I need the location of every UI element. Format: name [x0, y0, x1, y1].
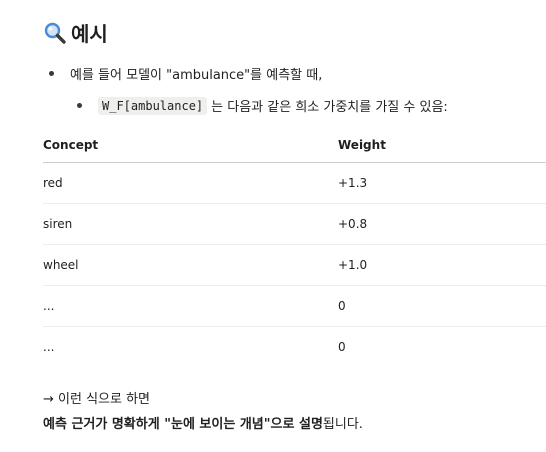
nested-list-item: W_F[ambulance] 는 다음과 같은 희소 가중치를 가질 수 있음:	[77, 96, 448, 115]
conclusion-emphasis: 예측 근거가 명확하게 "눈에 보이는 개념"으로 설명	[43, 417, 323, 432]
weight-cell: +1.3	[338, 162, 546, 204]
magnifying-glass-icon	[43, 21, 67, 45]
weight-cell: 0	[338, 340, 346, 354]
table-row: red +1.3	[43, 162, 546, 204]
table-row: ... 0	[43, 285, 546, 327]
bullet-dot	[49, 71, 54, 76]
table-row: wheel +1.0	[43, 244, 546, 286]
weight-cell: +1.0	[338, 244, 546, 286]
concept-weight-table: Concept Weight red +1.3 siren +0.8 wheel…	[43, 128, 546, 367]
concept-cell: red	[43, 162, 338, 204]
conclusion-line: 예측 근거가 명확하게 "눈에 보이는 개념"으로 설명됩니다.	[43, 413, 363, 432]
conclusion-tail: 됩니다.	[322, 417, 363, 432]
table-header-row: Concept Weight	[43, 128, 546, 163]
concept-cell: siren	[43, 203, 338, 245]
concept-cell: ...	[43, 340, 55, 354]
column-header-weight: Weight	[338, 128, 546, 163]
list-item: 예를 들어 모델이 "ambulance"를 예측할 때,	[49, 64, 322, 83]
table-row: ... 0	[43, 327, 546, 368]
table-row: siren +0.8	[43, 203, 546, 245]
concept-cell: ...	[43, 285, 338, 327]
bullet-dot	[77, 103, 82, 108]
column-header-concept: Concept	[43, 128, 338, 163]
weight-cell: +0.8	[338, 203, 546, 245]
concept-cell: wheel	[43, 244, 338, 286]
section-heading: 예시	[43, 18, 108, 47]
list-item-text: 예를 들어 모델이 "ambulance"를 예측할 때,	[70, 68, 323, 83]
inline-code: W_F[ambulance]	[98, 96, 208, 115]
weight-cell: 0	[338, 285, 546, 327]
note-line: → 이런 식으로 하면	[43, 392, 151, 407]
list-item-text: 는 다음과 같은 희소 가중치를 가질 수 있음:	[211, 100, 448, 115]
heading-title: 예시	[71, 22, 108, 46]
